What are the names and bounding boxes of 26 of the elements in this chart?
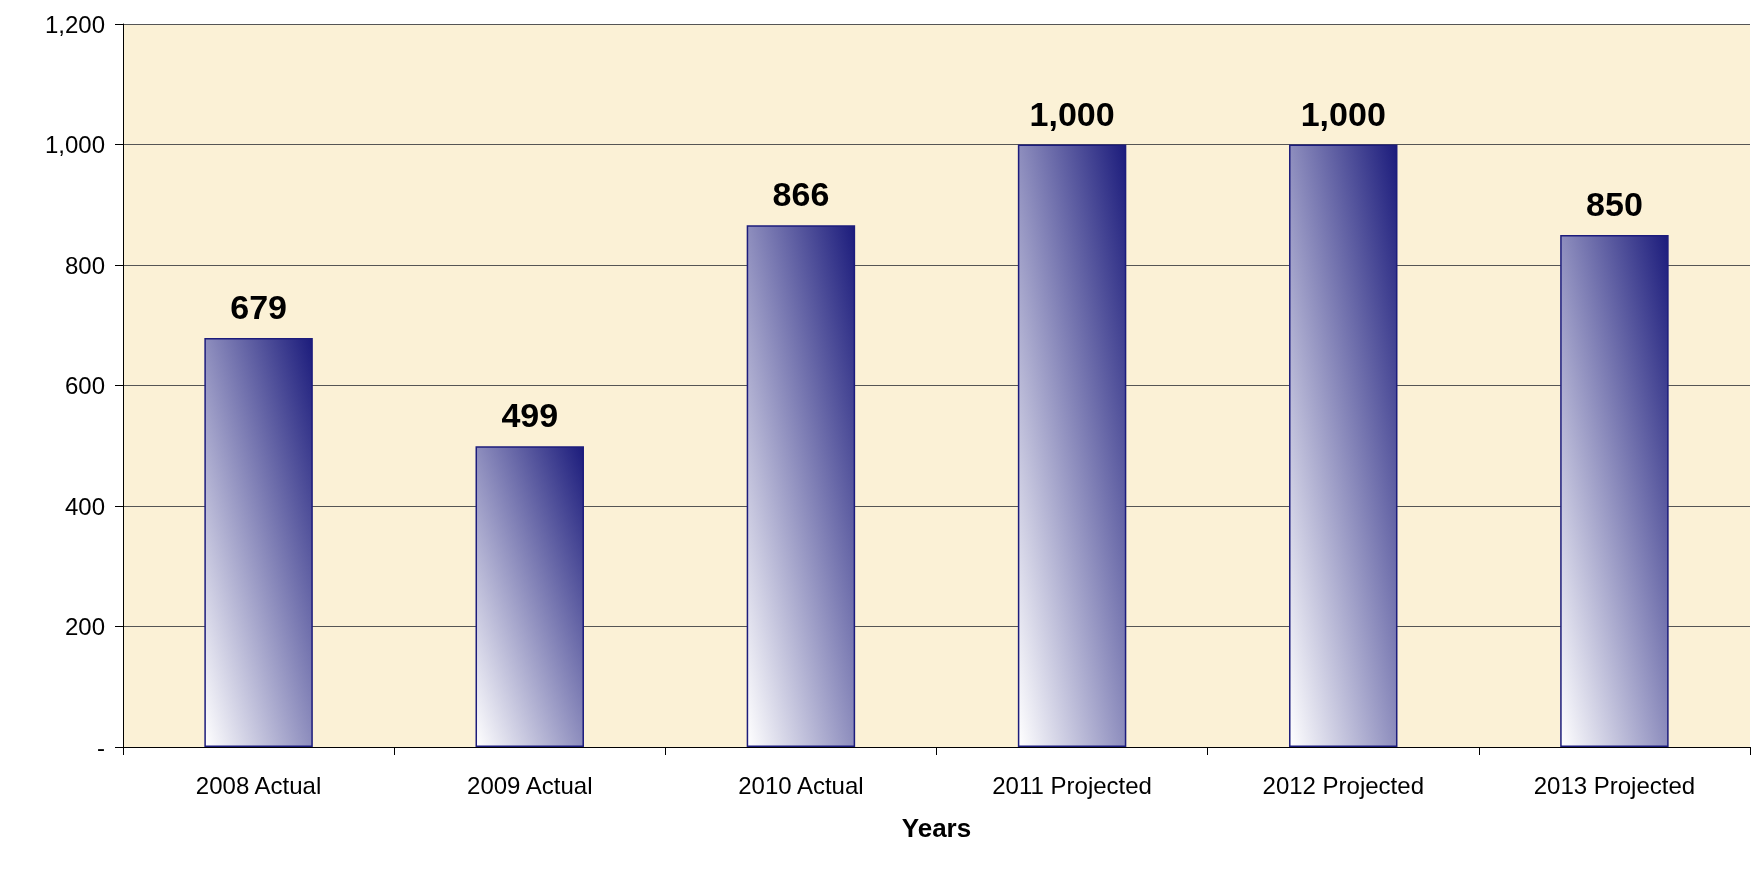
x-axis-title: Years: [901, 813, 972, 843]
x-tick-label: 2011 Projected: [992, 771, 1152, 799]
y-tick-label: 1,200: [44, 10, 105, 38]
data-label: 850: [1586, 184, 1643, 223]
bar: [204, 337, 313, 747]
bar: [1017, 144, 1127, 747]
bar: [1289, 144, 1398, 747]
data-label: 679: [230, 287, 287, 326]
y-tick-label: 1,000: [44, 131, 105, 158]
y-tick-label: 200: [64, 613, 105, 640]
x-tick-label: 2012 Projected: [1262, 771, 1424, 799]
bar: [746, 225, 856, 747]
y-tick-label: 400: [64, 492, 105, 520]
x-tick-label: 2010 Actual: [738, 771, 864, 799]
data-label: 1,000: [1300, 94, 1386, 133]
x-tick-label: 2009 Actual: [467, 771, 593, 799]
data-label: 499: [501, 396, 559, 435]
y-tick-label: 800: [64, 251, 105, 279]
bar: [475, 446, 584, 747]
data-label: 866: [772, 175, 830, 214]
y-tick-label: 600: [64, 372, 105, 399]
y-tick-label: -: [97, 733, 105, 761]
x-tick-label: 2008 Actual: [195, 771, 322, 799]
data-label: 1,000: [1029, 94, 1115, 133]
bar: [1560, 234, 1669, 747]
x-tick-label: 2013 Projected: [1533, 771, 1696, 799]
